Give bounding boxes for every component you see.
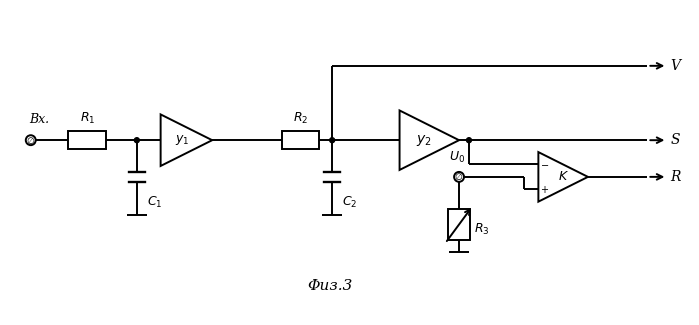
Circle shape: [330, 138, 335, 143]
Text: Φиз.3: Φиз.3: [308, 279, 353, 293]
Circle shape: [466, 138, 471, 143]
Text: $K$: $K$: [558, 170, 569, 183]
Text: $+$: $+$: [540, 184, 549, 195]
Text: $R_3$: $R_3$: [474, 222, 489, 237]
Bar: [448, 209, 470, 240]
Text: $C_2$: $C_2$: [342, 195, 357, 210]
Text: S: S: [670, 133, 679, 147]
Text: $C_1$: $C_1$: [147, 195, 162, 210]
Text: $R_2$: $R_2$: [293, 111, 308, 126]
Text: $y_1$: $y_1$: [175, 133, 189, 147]
Bar: [282, 131, 319, 149]
Text: Bx.: Bx.: [29, 113, 49, 126]
Circle shape: [454, 172, 464, 182]
Circle shape: [134, 138, 139, 143]
Text: $R_1$: $R_1$: [80, 111, 95, 126]
Text: R: R: [670, 170, 681, 184]
Text: $y_2$: $y_2$: [417, 133, 432, 148]
Text: $-$: $-$: [540, 160, 549, 169]
Text: $\emptyset$: $\emptyset$: [454, 171, 463, 182]
Bar: [69, 131, 106, 149]
Text: $U_0$: $U_0$: [449, 150, 465, 165]
Text: $\emptyset$: $\emptyset$: [26, 135, 36, 146]
Circle shape: [26, 135, 36, 145]
Text: V: V: [670, 59, 680, 73]
